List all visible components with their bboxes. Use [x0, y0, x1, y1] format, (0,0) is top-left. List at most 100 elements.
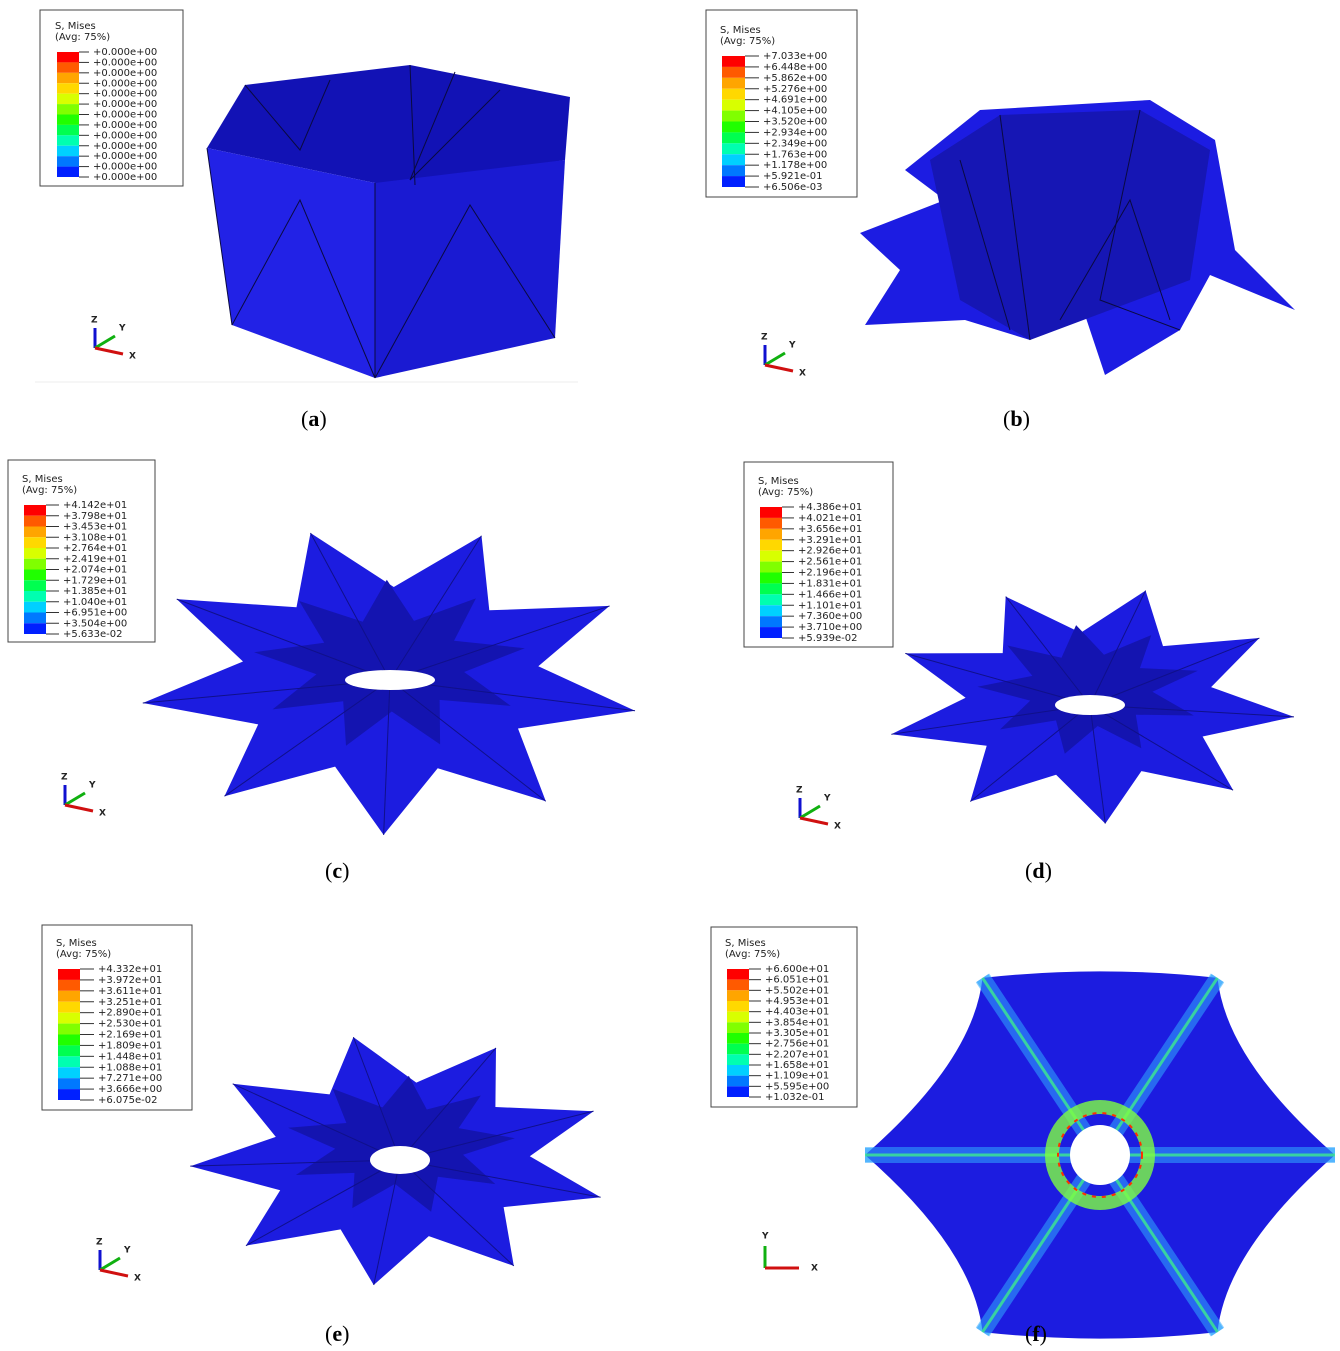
legend-value: +0.000e+00	[93, 141, 157, 152]
legend-value: +4.386e+01	[798, 502, 862, 513]
legend-value: +0.000e+00	[93, 110, 157, 121]
legend-band	[760, 507, 782, 518]
caption: (c)	[325, 858, 349, 883]
axis-arrow	[95, 336, 115, 348]
legend-value: +3.504e+00	[63, 618, 127, 629]
legend-band	[58, 1013, 80, 1024]
legend-value: +0.000e+00	[93, 120, 157, 131]
legend-value: +4.332e+01	[98, 964, 162, 975]
legend-value: +1.178e+00	[763, 160, 827, 171]
legend-value: +1.763e+00	[763, 149, 827, 160]
legend-band	[24, 516, 46, 527]
legend-subtitle: (Avg: 75%)	[758, 487, 813, 498]
legend-value: +5.862e+00	[763, 73, 827, 84]
legend-band	[760, 562, 782, 573]
legend-value: +1.040e+01	[63, 597, 127, 608]
axis-arrow	[65, 805, 93, 811]
caption-part: (	[1025, 1321, 1032, 1346]
legend-band	[727, 1065, 749, 1076]
legend-band	[57, 73, 79, 83]
legend-band	[760, 627, 782, 638]
caption-part: a	[308, 406, 319, 431]
legend-subtitle: (Avg: 75%)	[725, 949, 780, 960]
legend-value: +1.466e+01	[798, 589, 862, 600]
axis-label: Y	[88, 781, 96, 791]
legend-band	[58, 1056, 80, 1067]
legend-value: +0.000e+00	[93, 57, 157, 68]
axis-label: Y	[788, 341, 796, 351]
legend-value: +4.142e+01	[63, 500, 127, 511]
caption: (a)	[301, 406, 327, 431]
axis-label: Y	[761, 1232, 769, 1242]
legend-title: S, Mises	[55, 21, 96, 32]
legend-band	[58, 1024, 80, 1035]
legend-value: +0.000e+00	[93, 89, 157, 100]
legend-value: +1.448e+01	[98, 1051, 162, 1062]
legend-band	[57, 167, 79, 177]
legend-value: +6.051e+01	[765, 975, 829, 986]
legend-band	[57, 94, 79, 104]
axis-label: Y	[823, 794, 831, 804]
legend-band	[57, 104, 79, 114]
legend-value: +4.691e+00	[763, 95, 827, 106]
legend-band	[722, 56, 745, 67]
legend-value: +2.074e+01	[63, 565, 127, 576]
legend-band	[57, 135, 79, 145]
axis-label: Z	[761, 333, 768, 343]
legend-band	[58, 1002, 80, 1013]
caption-part: (	[1025, 858, 1032, 883]
legend-band	[727, 1054, 749, 1065]
caption-part: (	[325, 858, 332, 883]
legend-value: +6.506e-03	[763, 182, 823, 193]
caption-part: )	[1040, 1321, 1047, 1346]
legend-band	[57, 83, 79, 93]
legend-value: +7.033e+00	[763, 51, 827, 62]
legend-band	[24, 613, 46, 624]
legend-value: +0.000e+00	[93, 47, 157, 58]
legend-band	[58, 991, 80, 1002]
axis-label: Z	[796, 786, 803, 796]
caption: (d)	[1025, 858, 1052, 883]
legend-band	[727, 969, 749, 980]
legend-value: +5.595e+00	[765, 1081, 829, 1092]
legend-band	[727, 990, 749, 1001]
legend-value: +3.710e+00	[798, 622, 862, 633]
legend-value: +2.934e+00	[763, 127, 827, 138]
caption-part: d	[1032, 858, 1044, 883]
legend-band	[57, 125, 79, 135]
legend-band	[760, 583, 782, 594]
legend-title: S, Mises	[56, 938, 97, 949]
legend-band	[727, 1001, 749, 1012]
legend-band	[24, 591, 46, 602]
legend-band	[722, 122, 745, 133]
deformed-shape	[375, 160, 565, 378]
legend-band	[760, 605, 782, 616]
legend-value: +7.271e+00	[98, 1073, 162, 1084]
legend-value: +4.403e+01	[765, 1007, 829, 1018]
legend-band	[58, 969, 80, 980]
legend-band	[722, 165, 745, 176]
legend-band	[722, 154, 745, 165]
axis-arrow	[800, 818, 828, 824]
legend-value: +3.251e+01	[98, 997, 162, 1008]
legend-value: +3.291e+01	[798, 535, 862, 546]
legend-value: +6.448e+00	[763, 62, 827, 73]
legend-band	[727, 980, 749, 991]
legend-value: +3.656e+01	[798, 524, 862, 535]
legend-value: +0.000e+00	[93, 78, 157, 89]
legend-band	[722, 132, 745, 143]
legend-band	[24, 623, 46, 634]
caption: (f)	[1025, 1321, 1047, 1346]
legend-value: +5.502e+01	[765, 985, 829, 996]
legend-value: +5.633e-02	[63, 629, 123, 640]
legend-subtitle: (Avg: 75%)	[55, 32, 110, 43]
caption-part: )	[1045, 858, 1052, 883]
legend-value: +0.000e+00	[93, 162, 157, 173]
axis-label: Z	[96, 1238, 103, 1248]
legend-title: S, Mises	[725, 938, 766, 949]
caption-part: )	[342, 858, 349, 883]
caption-part: (	[1003, 406, 1010, 431]
axis-label: X	[799, 369, 806, 379]
legend-value: +2.890e+01	[98, 1008, 162, 1019]
legend-value: +7.360e+00	[798, 611, 862, 622]
